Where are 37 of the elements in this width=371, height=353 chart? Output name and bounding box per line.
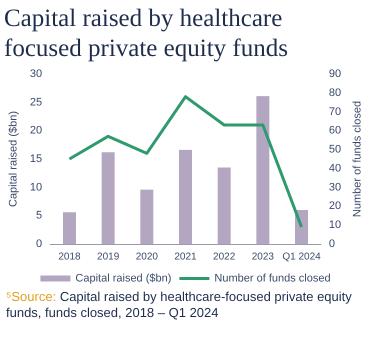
y-tick-label: 10 — [30, 181, 42, 194]
bar — [179, 150, 192, 244]
bar — [140, 190, 154, 244]
y2-tick-label: 60 — [328, 124, 342, 137]
text: ⁵Source: Capital raised by healthcare-focused private equity funds, funds closed, 2018 – Q1 2024 — [6, 289, 353, 321]
y-tick-label: 20 — [30, 124, 42, 137]
bar — [256, 96, 270, 244]
bar — [102, 152, 115, 244]
y-axis-title: Capital raised ($bn) — [8, 111, 20, 207]
y2-axis-title: Number of funds closed — [352, 100, 364, 218]
y2-tick-label: 70 — [328, 106, 342, 118]
chart-title: Capital raised by healthcare focused private equity funds — [4, 4, 289, 64]
x-tick-label: 2019 — [97, 252, 120, 262]
y2-tick-label: 80 — [328, 86, 342, 99]
x-tick-label: 2020 — [136, 252, 158, 262]
y2-tick-label: 10 — [328, 219, 342, 232]
x-tick-label: 2021 — [174, 252, 198, 262]
bar — [218, 168, 231, 244]
y-tick-label: 15 — [30, 153, 42, 165]
y-tick-label: 5 — [36, 210, 42, 222]
y2-tick-label: 90 — [328, 68, 342, 80]
y-tick-label: 0 — [36, 238, 42, 250]
y-tick-label: 25 — [30, 96, 42, 108]
y2-tick-label: 50 — [328, 144, 342, 156]
y2-tick-label: 0 — [328, 238, 335, 250]
x-tick-label: Q1 2024 — [282, 252, 322, 262]
x-tick-label: 2022 — [213, 252, 236, 262]
y2-tick-label: 30 — [328, 181, 342, 194]
line-series — [68, 95, 304, 228]
y2-tick-label: 40 — [328, 162, 342, 174]
x-tick-label: 2023 — [252, 252, 274, 262]
x-tick-label: 2018 — [58, 252, 82, 262]
y-tick-label: 30 — [30, 68, 42, 80]
bar — [62, 212, 76, 244]
legend-label: Number of funds closed — [214, 272, 331, 284]
legend-label: Capital raised ($bn) — [75, 272, 172, 284]
y2-tick-label: 20 — [328, 200, 342, 212]
